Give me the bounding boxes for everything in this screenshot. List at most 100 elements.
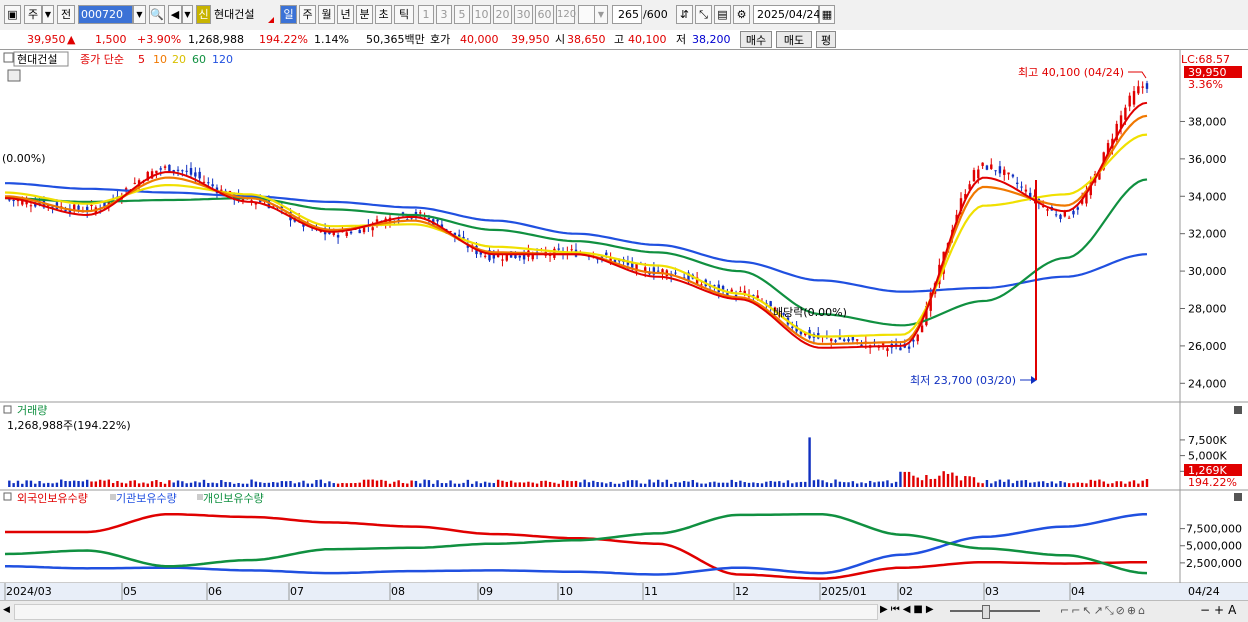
date-input[interactable]: 2025/04/24 — [753, 5, 820, 24]
candle-body — [181, 170, 184, 172]
sell-button[interactable]: 매도 — [776, 31, 812, 48]
low-annotation: 최저 23,700 (03/20) — [910, 374, 1016, 387]
volume-bar — [475, 481, 478, 487]
volume-bar — [332, 483, 335, 487]
volume-tick-label: 7,500K — [1188, 434, 1227, 447]
x-axis-label: 2025/01 — [821, 585, 867, 598]
volume-bar — [1098, 479, 1101, 487]
volume-bar — [977, 482, 980, 487]
volume-bar — [1016, 480, 1019, 487]
chart-settings-icon[interactable]: ⇵ — [676, 5, 693, 24]
speaker-icon[interactable]: ◀ — [168, 5, 182, 24]
interval-1[interactable]: 1 — [418, 5, 434, 24]
volume-bar — [289, 480, 292, 487]
volume-panel-menu-icon[interactable] — [3, 405, 12, 414]
up-arrow-icon: ▲ — [67, 33, 76, 46]
interval-10[interactable]: 10 — [472, 5, 491, 24]
interval-120[interactable]: 120 — [556, 5, 576, 24]
candle-body — [73, 204, 76, 210]
volume-bar — [942, 471, 945, 487]
volume-bar — [453, 483, 457, 487]
candle-body — [1115, 123, 1118, 140]
gear-icon[interactable]: ⚙ — [733, 5, 750, 24]
period-second-tab[interactable]: 초 — [375, 5, 392, 24]
volume-bar — [159, 481, 162, 487]
stock-code-input[interactable]: 000720 — [78, 5, 133, 24]
zoom-slider-handle[interactable] — [982, 605, 990, 619]
candle-body — [1003, 169, 1006, 175]
candle-body — [916, 334, 919, 342]
save-icon[interactable]: ▤ — [714, 5, 731, 24]
interval-20[interactable]: 20 — [493, 5, 512, 24]
candle-body — [211, 184, 214, 187]
interval-3[interactable]: 3 — [436, 5, 452, 24]
chart-type-select[interactable]: 주 — [24, 5, 42, 24]
volume-bar — [881, 481, 885, 487]
volume-bar — [860, 482, 863, 487]
interval-60[interactable]: 60 — [535, 5, 554, 24]
scroll-left-icon[interactable]: ◀ — [3, 605, 10, 615]
prev-button[interactable]: 전 — [57, 5, 75, 24]
period-year-tab[interactable]: 년 — [337, 5, 354, 24]
candle-body — [773, 307, 777, 312]
volume-bar — [354, 483, 357, 487]
holder-panel-menu-icon[interactable] — [3, 492, 12, 501]
volume-bar — [246, 483, 249, 487]
volume-bar — [176, 480, 180, 487]
zoom-slider[interactable] — [950, 610, 1040, 612]
volume-bar — [1124, 483, 1127, 487]
volume-bar — [1076, 482, 1079, 487]
volume-panel-close-icon[interactable] — [1234, 406, 1242, 414]
holder-panel-close-icon[interactable] — [1234, 493, 1242, 501]
volume-bar — [77, 480, 80, 487]
candle-body — [609, 258, 612, 262]
volume-bar — [211, 482, 214, 487]
table-icon[interactable] — [7, 69, 21, 82]
scroll-track[interactable] — [14, 604, 878, 620]
holder-axis: 2,500,000 5,000,000 7,500,000 — [1180, 523, 1242, 570]
volume-bar — [1011, 483, 1015, 487]
interval-dropdown-icon[interactable]: ▼ — [594, 5, 608, 24]
candle-body — [769, 301, 772, 307]
candle-body — [483, 255, 487, 257]
playback-controls-icon[interactable]: ▶⏮◀■▶ — [880, 604, 937, 615]
period-tick-tab[interactable]: 틱 — [394, 5, 414, 24]
volume-bar — [323, 483, 327, 487]
interval-30[interactable]: 30 — [514, 5, 533, 24]
volume-bar — [483, 481, 487, 487]
candle-body — [436, 219, 439, 222]
low-arrowhead-icon — [1031, 376, 1037, 384]
chart-area[interactable]: 24,000 26,000 28,000 30,000 32,000 34,000 36,0… — [0, 50, 1248, 600]
volume-bar — [384, 480, 387, 487]
drawing-tools-icon[interactable]: ⌐⌐↖↗⤡⊘⊕⌂ — [1060, 604, 1148, 617]
candle-body — [163, 166, 167, 168]
x-axis-label: 04 — [1071, 585, 1085, 598]
volume-bar — [202, 479, 206, 487]
volume-bar — [241, 483, 245, 487]
code-dropdown-icon[interactable]: ▼ — [133, 5, 146, 24]
period-day-tab[interactable]: 일 — [280, 5, 297, 24]
chart-scrollbar[interactable]: ◀ ▶⏮◀■▶ ⌐⌐↖↗⤡⊘⊕⌂ −+A — [0, 600, 1248, 622]
draw-tool-icon[interactable]: ⤡ — [695, 5, 712, 24]
eval-button[interactable]: 평 — [816, 31, 836, 48]
calendar-icon[interactable]: ▦ — [819, 5, 835, 24]
volume-bar — [605, 483, 608, 487]
stock-name: 현대건설 — [214, 8, 255, 21]
search-icon[interactable]: 🔍 — [149, 5, 165, 24]
chart-type-dropdown-icon[interactable]: ▼ — [42, 5, 54, 24]
zoom-buttons-icon[interactable]: −+A — [1200, 603, 1241, 617]
high-arrow-icon — [1128, 71, 1147, 79]
period-month-tab[interactable]: 월 — [318, 5, 335, 24]
volume-bar — [1111, 483, 1114, 487]
buy-button[interactable]: 매수 — [740, 31, 772, 48]
count-input[interactable]: 265 — [612, 5, 642, 24]
interval-5[interactable]: 5 — [454, 5, 470, 24]
legend-separator-icon — [110, 494, 116, 500]
window-menu-icon[interactable]: ▣ — [4, 5, 21, 24]
period-week-tab[interactable]: 주 — [299, 5, 316, 24]
candle-body — [259, 200, 262, 202]
speaker-dropdown-icon[interactable]: ▼ — [182, 5, 193, 24]
period-minute-tab[interactable]: 분 — [356, 5, 373, 24]
volume-bar — [903, 471, 906, 487]
panel-menu-icon[interactable] — [3, 52, 14, 63]
